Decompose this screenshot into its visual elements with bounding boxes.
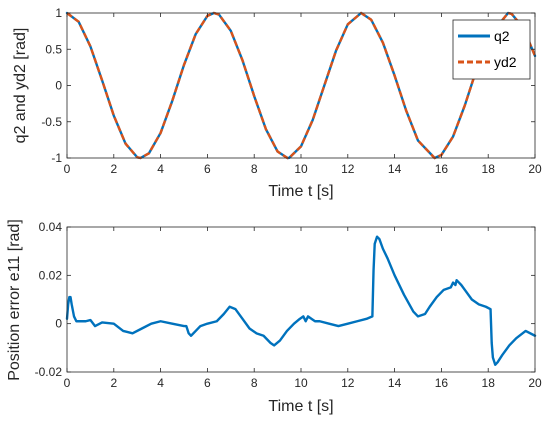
x-tick-label: 12 xyxy=(341,376,355,390)
legend-label-yd2: yd2 xyxy=(494,54,517,70)
y-tick-label: 0.02 xyxy=(39,268,63,282)
x-tick-label: 0 xyxy=(64,162,71,176)
y-tick-label: -1 xyxy=(51,151,62,165)
x-tick-label: 2 xyxy=(110,376,117,390)
x-tick-label: 8 xyxy=(251,162,258,176)
x-tick-label: 16 xyxy=(435,162,449,176)
x-tick-label: 2 xyxy=(110,162,117,176)
x-tick-label: 8 xyxy=(251,376,258,390)
legend-box xyxy=(452,19,531,80)
x-tick-label: 18 xyxy=(482,162,496,176)
x-tick-label: 20 xyxy=(528,162,542,176)
top-subplot: 0 2 4 6 8 10 12 14 16 18 20-1-0.500.51 Time t [s] … xyxy=(12,6,542,200)
x-tick-label: 6 xyxy=(204,376,211,390)
x-tick-label: 4 xyxy=(157,376,164,390)
series-line-yd2 xyxy=(66,11,537,160)
x-tick-label: 10 xyxy=(294,376,308,390)
y-tick-label: 0 xyxy=(55,79,62,93)
top-tick-layer: 0 2 4 6 8 10 12 14 16 18 20 -1 -0.5 0 0.5 1 xyxy=(41,6,542,176)
x-tick-label: 0 xyxy=(64,376,71,390)
bottom-series-layer xyxy=(65,235,537,366)
y-tick-label: 0.04 xyxy=(39,220,63,234)
x-tick-label: 4 xyxy=(157,162,164,176)
bottom-plot-area xyxy=(67,227,535,372)
series-line-series-0 xyxy=(65,235,537,366)
x-tick-label: 16 xyxy=(435,376,449,390)
top-y-axis-label: q2 and yd2 [rad] xyxy=(12,28,29,144)
x-tick-label: 14 xyxy=(388,376,402,390)
y-tick-label: 0 xyxy=(55,317,62,331)
bottom-x-axis-label: Time t [s] xyxy=(268,398,333,415)
x-tick-label: 20 xyxy=(528,376,542,390)
x-tick-label: 6 xyxy=(204,162,211,176)
legend-label-q2: q2 xyxy=(494,28,510,44)
top-x-axis-label: Time t [s] xyxy=(268,183,333,200)
x-tick-label: 14 xyxy=(388,162,402,176)
y-tick-label: 1 xyxy=(55,6,62,20)
y-tick-label: 0.5 xyxy=(45,42,62,56)
x-tick-label: 10 xyxy=(294,162,308,176)
x-tick-label: 12 xyxy=(341,162,355,176)
y-tick-label: -0.5 xyxy=(41,115,62,129)
y-tick-label: -0.02 xyxy=(35,365,63,379)
x-tick-label: 18 xyxy=(482,376,496,390)
bottom-y-axis-label: Position error e11 [rad] xyxy=(6,219,23,381)
legend: q2 yd2 xyxy=(452,19,531,80)
